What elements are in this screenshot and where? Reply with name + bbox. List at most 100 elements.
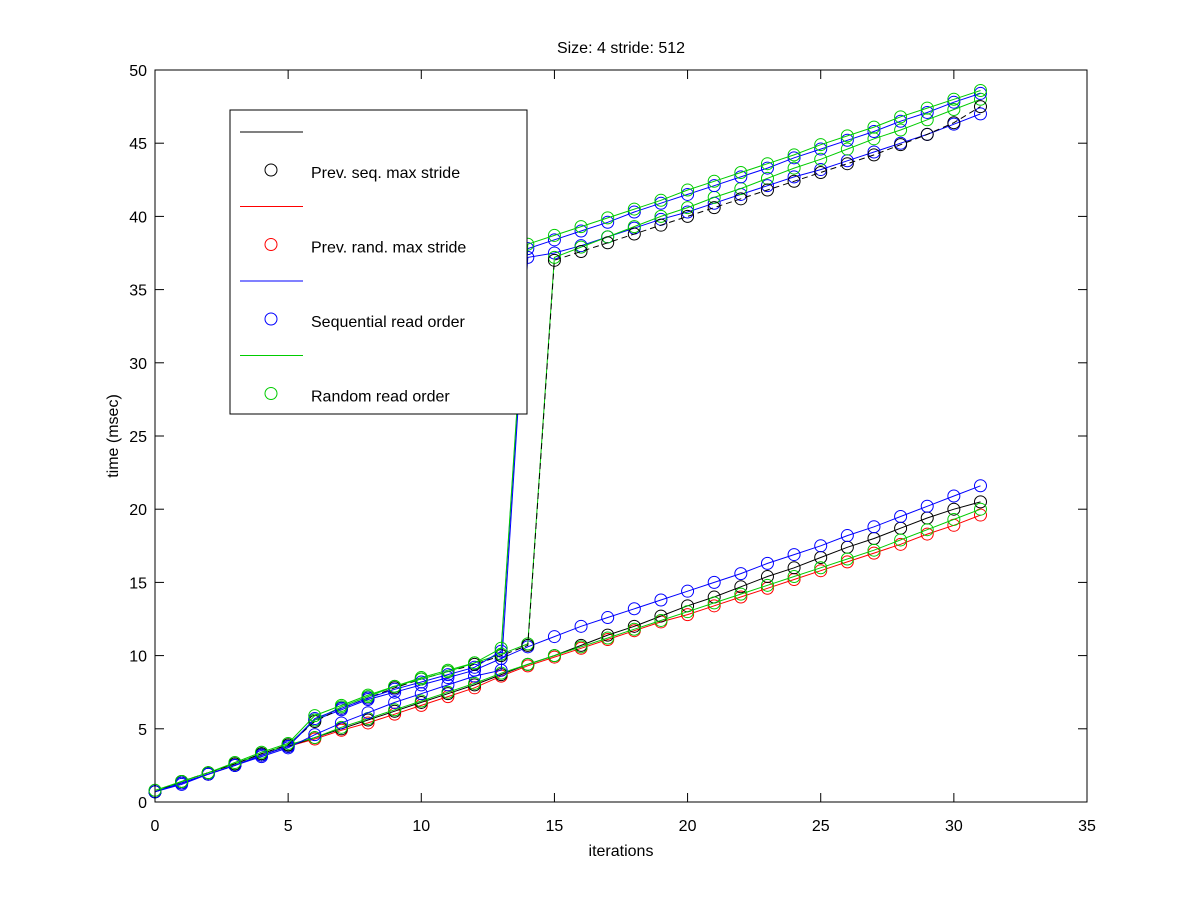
x-tick-label: 30	[945, 818, 963, 835]
legend-label-1: Prev. rand. max stride	[311, 240, 466, 257]
data-point	[308, 709, 322, 723]
data-point	[760, 161, 774, 175]
data-point	[947, 512, 961, 526]
data-point	[627, 602, 641, 616]
series-line-6	[154, 106, 981, 793]
data-point	[627, 220, 641, 234]
data-point	[468, 660, 482, 674]
x-tick-label: 20	[679, 818, 697, 835]
y-tick-label: 30	[129, 356, 147, 373]
data-point	[920, 105, 934, 119]
data-point	[228, 758, 242, 772]
data-point	[787, 161, 801, 175]
data-point	[814, 138, 828, 152]
data-point	[308, 712, 322, 726]
data-point	[920, 499, 934, 513]
data-point	[840, 157, 854, 171]
data-point	[601, 211, 615, 225]
data-point	[707, 599, 721, 613]
data-point	[388, 695, 402, 709]
data-point	[760, 183, 774, 197]
y-tick-label: 35	[129, 283, 147, 300]
data-point	[388, 703, 402, 717]
data-point	[361, 706, 375, 720]
x-tick-label: 15	[546, 818, 564, 835]
data-point	[760, 570, 774, 584]
data-point	[654, 196, 668, 210]
data-point	[494, 663, 508, 677]
data-point	[760, 556, 774, 570]
y-tick-label: 40	[129, 209, 147, 226]
data-point	[441, 678, 455, 692]
data-point	[574, 619, 588, 633]
data-point	[734, 587, 748, 601]
data-point	[947, 103, 961, 117]
y-tick-label: 0	[138, 795, 147, 812]
data-point	[627, 227, 641, 241]
y-axis-label: time (msec)	[105, 394, 122, 478]
data-point	[601, 215, 615, 229]
data-point	[547, 228, 561, 242]
data-point	[707, 201, 721, 215]
data-point	[894, 533, 908, 547]
y-tick-label: 45	[129, 136, 147, 153]
legend-box	[229, 109, 528, 415]
data-point	[920, 127, 934, 141]
data-point	[707, 174, 721, 188]
data-point	[867, 543, 881, 557]
data-point	[654, 218, 668, 232]
data-point	[760, 179, 774, 193]
data-point	[947, 95, 961, 109]
data-point	[787, 548, 801, 562]
data-point	[574, 245, 588, 259]
data-point	[760, 578, 774, 592]
x-axis-label: iterations	[589, 843, 654, 860]
y-tick-label: 10	[129, 649, 147, 666]
axes: 0 5 10 15 20 25 30 35 0 5 10 15 20 25 30 35 40 45 50	[129, 63, 1096, 835]
data-point	[973, 83, 987, 97]
data-point	[681, 187, 695, 201]
data-point	[920, 523, 934, 537]
data-point	[734, 580, 748, 594]
data-point	[894, 138, 908, 152]
data-point	[814, 564, 828, 578]
data-point	[361, 688, 375, 702]
data-point	[973, 92, 987, 106]
data-point	[281, 739, 295, 753]
data-point	[894, 114, 908, 128]
x-tick-label: 35	[1078, 818, 1096, 835]
data-point	[734, 170, 748, 184]
data-point	[414, 675, 428, 689]
data-point	[627, 622, 641, 636]
data-point	[867, 148, 881, 162]
data-point	[840, 552, 854, 566]
data-point	[920, 527, 934, 541]
data-point	[601, 611, 615, 625]
y-tick-label: 15	[129, 575, 147, 592]
data-point	[468, 656, 482, 670]
data-point	[814, 165, 828, 179]
chart-title: Size: 4 stride: 512	[557, 40, 685, 57]
data-point	[867, 145, 881, 159]
data-point	[734, 192, 748, 206]
data-point	[681, 209, 695, 223]
data-point	[228, 755, 242, 769]
data-point	[255, 748, 269, 762]
data-point	[947, 92, 961, 106]
data-point	[468, 676, 482, 690]
series-line-4	[154, 113, 981, 793]
data-point	[547, 250, 561, 264]
data-point	[574, 240, 588, 254]
data-point	[414, 672, 428, 686]
data-point	[654, 613, 668, 627]
data-point	[894, 110, 908, 124]
data-point	[521, 657, 535, 671]
data-point	[787, 170, 801, 184]
data-point	[787, 561, 801, 575]
data-point	[681, 584, 695, 598]
data-point	[175, 775, 189, 789]
data-point	[787, 148, 801, 162]
data-point	[574, 640, 588, 654]
data-point	[361, 716, 375, 730]
